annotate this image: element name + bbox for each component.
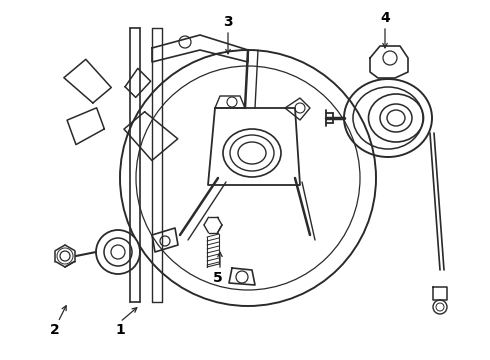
Text: 1: 1 xyxy=(115,323,125,337)
Circle shape xyxy=(96,230,140,274)
Text: 4: 4 xyxy=(380,11,390,25)
Text: 5: 5 xyxy=(213,271,223,285)
Text: 3: 3 xyxy=(223,15,233,29)
Text: 2: 2 xyxy=(50,323,60,337)
